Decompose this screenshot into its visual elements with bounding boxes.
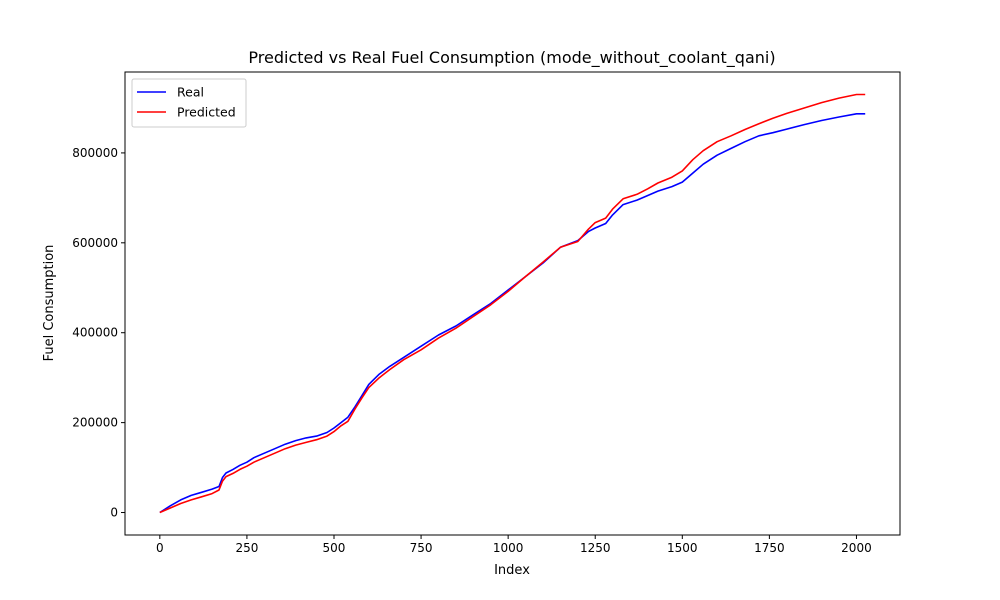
y-tick-label: 200000	[72, 416, 118, 430]
x-tick-label: 0	[156, 541, 164, 555]
y-tick-label: 600000	[72, 236, 118, 250]
y-axis-label: Fuel Consumption	[42, 245, 57, 362]
series-line-real	[159, 113, 866, 514]
x-tick-label: 1750	[754, 541, 785, 555]
y-axis-ticks: 0 200000 400000 600000 800000	[72, 146, 125, 520]
legend-label-real: Real	[177, 85, 204, 100]
series-layer	[159, 93, 866, 514]
x-tick-label: 1500	[667, 541, 698, 555]
y-tick-label: 400000	[72, 326, 118, 340]
plot-area	[124, 71, 901, 536]
series-line-predicted	[159, 93, 866, 514]
legend-box	[131, 78, 247, 128]
plot-frame	[124, 71, 901, 536]
x-tick-label: 2000	[841, 541, 872, 555]
x-tick-label: 500	[323, 541, 346, 555]
x-axis-label: Index	[494, 563, 530, 578]
x-tick-label: 1000	[493, 541, 524, 555]
y-tick-label: 800000	[72, 146, 118, 160]
y-tick-label: 0	[110, 506, 118, 520]
legend-label-predicted: Predicted	[177, 105, 236, 120]
x-axis-ticks: 0 250 500 750 1000 1250 1500 1750 2000	[156, 535, 872, 555]
x-tick-label: 1250	[580, 541, 611, 555]
legend: Real Predicted	[131, 78, 247, 128]
chart-title: Predicted vs Real Fuel Consumption (mode…	[248, 48, 775, 68]
x-tick-label: 750	[410, 541, 433, 555]
x-tick-label: 250	[235, 541, 258, 555]
